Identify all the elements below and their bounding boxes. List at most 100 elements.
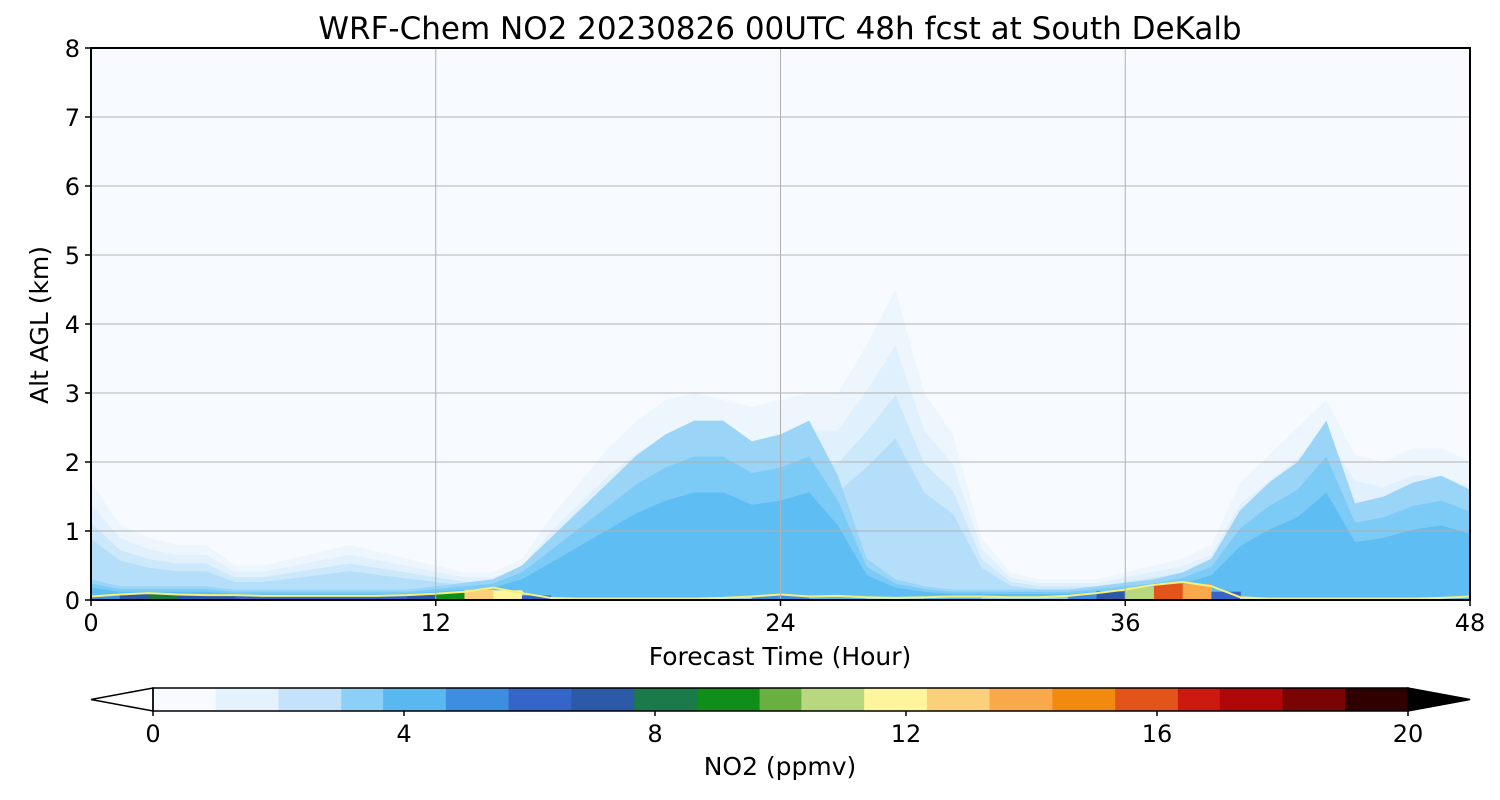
colorbar-segment bbox=[1240, 688, 1263, 711]
colorbar-segment bbox=[550, 688, 572, 711]
colorbar-segment bbox=[362, 688, 384, 711]
colorbar-segment bbox=[947, 688, 970, 711]
colorbar-segment bbox=[153, 688, 175, 711]
colorbar-segment bbox=[864, 688, 886, 711]
surface-cell bbox=[1096, 591, 1126, 600]
x-tick-label: 12 bbox=[420, 609, 451, 637]
colorbar-segment bbox=[529, 688, 551, 711]
colorbar-segment bbox=[1261, 688, 1283, 711]
x-tick-label: 48 bbox=[1455, 609, 1486, 637]
colorbar-segment bbox=[1198, 688, 1221, 711]
surface-cell bbox=[177, 594, 207, 600]
colorbar bbox=[90, 687, 1471, 712]
y-tick-label: 6 bbox=[65, 173, 80, 201]
surface-cell bbox=[895, 597, 925, 600]
surface-cell bbox=[952, 596, 983, 600]
colorbar-segment bbox=[634, 688, 656, 711]
colorbar-tick-label: 16 bbox=[1142, 720, 1173, 748]
colorbar-segment bbox=[404, 688, 426, 711]
colorbar-segment bbox=[1282, 688, 1304, 711]
surface-cell bbox=[407, 594, 437, 600]
colorbar-tick-label: 8 bbox=[647, 720, 662, 748]
grid-lines bbox=[91, 48, 1470, 600]
chart-title: WRF-Chem NO2 20230826 00UTC 48h fcst at … bbox=[318, 11, 1241, 47]
colorbar-segment bbox=[738, 688, 761, 711]
colorbar-segment bbox=[675, 688, 698, 711]
colorbar-segment bbox=[655, 688, 677, 711]
colorbar-ticks: 0 4 8 12 16 20 bbox=[145, 711, 1423, 748]
surface-cell bbox=[1182, 584, 1213, 600]
y-tick-label: 5 bbox=[65, 242, 80, 270]
colorbar-segment bbox=[173, 688, 196, 711]
y-axis-label: Alt AGL (km) bbox=[25, 246, 54, 404]
y-tick-label: 2 bbox=[65, 449, 80, 477]
colorbar-segment bbox=[1177, 688, 1200, 711]
colorbar-tick-label: 12 bbox=[891, 720, 922, 748]
surface-cell bbox=[493, 590, 523, 600]
y-axis: 0 1 2 3 4 5 6 7 8 bbox=[65, 35, 91, 615]
colorbar-segment bbox=[1010, 688, 1032, 711]
colorbar-segment bbox=[508, 688, 530, 711]
colorbar-segment bbox=[466, 688, 489, 711]
surface-cell bbox=[809, 596, 839, 600]
colorbar-segment bbox=[320, 688, 342, 711]
colorbar-extend-min bbox=[90, 687, 154, 712]
colorbar-segment bbox=[906, 688, 928, 711]
colorbar-segment bbox=[592, 688, 614, 711]
colorbar-segment bbox=[1031, 688, 1053, 711]
surface-cell bbox=[464, 589, 494, 600]
colorbar-label: NO2 (ppmv) bbox=[704, 752, 857, 781]
surface-cell bbox=[320, 595, 351, 600]
colorbar-tick-label: 0 bbox=[145, 720, 160, 748]
surface-cell bbox=[780, 595, 810, 600]
surface-cell bbox=[751, 595, 782, 600]
colorbar-segment bbox=[194, 688, 217, 711]
colorbar-segment bbox=[1136, 688, 1158, 711]
surface-cell bbox=[91, 595, 121, 600]
surface-cell bbox=[1211, 591, 1241, 600]
surface-cell bbox=[263, 595, 293, 600]
x-tick-label: 0 bbox=[83, 609, 98, 637]
colorbar-segment bbox=[1115, 688, 1137, 711]
colorbar-segment bbox=[236, 688, 259, 711]
surface-cell bbox=[378, 595, 408, 600]
colorbar-segment bbox=[1366, 688, 1388, 711]
colorbar-segment bbox=[717, 688, 740, 711]
colorbar-segment bbox=[424, 688, 447, 711]
colorbar-segment bbox=[445, 688, 468, 711]
colorbar-segment bbox=[843, 688, 865, 711]
colorbar-frame bbox=[152, 687, 1409, 712]
colorbar-segment bbox=[487, 688, 510, 711]
surface-cell bbox=[837, 596, 868, 600]
surface-cell bbox=[148, 593, 178, 600]
x-axis: 0 12 24 36 48 bbox=[83, 600, 1485, 637]
colorbar-segment bbox=[278, 688, 300, 711]
surface-cell bbox=[234, 595, 264, 600]
y-tick-label: 0 bbox=[65, 587, 80, 615]
surface-cell bbox=[1240, 597, 1270, 600]
surface-cell bbox=[1067, 594, 1098, 600]
colorbar-segment bbox=[885, 688, 907, 711]
colorbar-segment bbox=[822, 688, 844, 711]
colorbar-segment bbox=[1345, 688, 1367, 711]
surface-cell bbox=[435, 592, 466, 600]
y-tick-label: 7 bbox=[65, 104, 80, 132]
surface-cell bbox=[119, 593, 150, 600]
surface-cell bbox=[924, 596, 954, 600]
colorbar-segment bbox=[989, 688, 1012, 711]
surface-cell bbox=[521, 595, 552, 600]
colorbar-segment bbox=[1157, 688, 1179, 711]
surface-cell bbox=[866, 597, 897, 600]
colorbar-segment bbox=[801, 688, 823, 711]
colorbar-segment bbox=[759, 688, 781, 711]
colorbar-segment bbox=[1052, 688, 1074, 711]
y-tick-label: 3 bbox=[65, 380, 80, 408]
colorbar-extend-max bbox=[1407, 687, 1471, 712]
colorbar-segment bbox=[257, 688, 279, 711]
surface-cell bbox=[1153, 583, 1184, 600]
y-tick-label: 4 bbox=[65, 311, 80, 339]
surface-cell bbox=[1125, 587, 1155, 600]
surface-cell bbox=[292, 595, 322, 600]
surface-cell bbox=[349, 595, 379, 600]
colorbar-segment bbox=[1219, 688, 1242, 711]
